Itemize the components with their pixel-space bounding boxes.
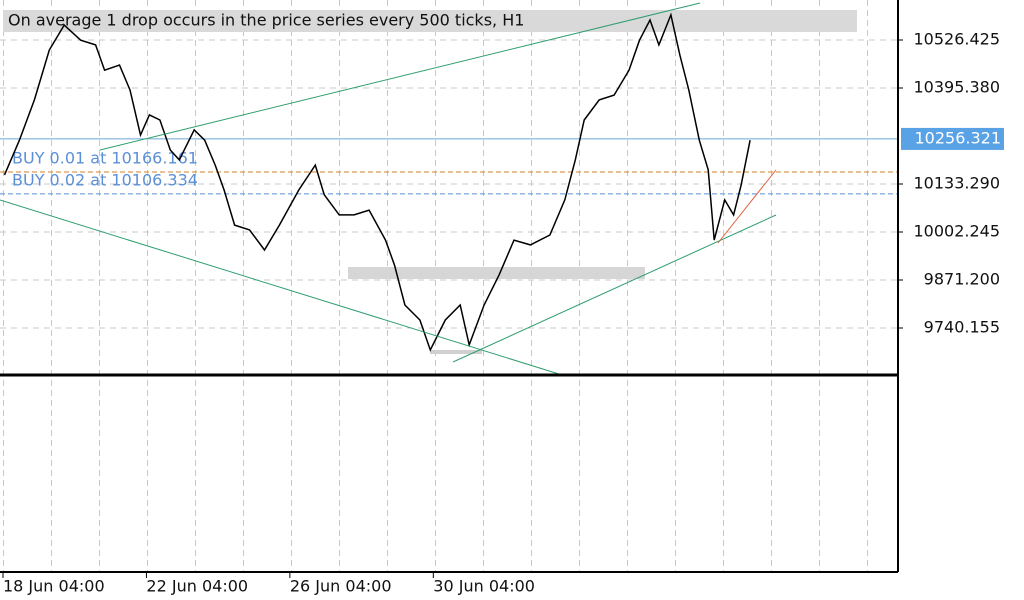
zone — [348, 267, 645, 279]
current-price-badge — [901, 127, 1004, 150]
current-price-label: 10256.321 — [914, 128, 1001, 147]
y-tick-label: 10526.425 — [913, 30, 1000, 49]
x-tick-label: 22 Jun 04:00 — [146, 577, 248, 596]
y-tick-label: 10002.245 — [913, 222, 1000, 241]
trendline — [99, 2, 701, 151]
trendline — [452, 214, 777, 363]
x-tick-label: 30 Jun 04:00 — [433, 577, 535, 596]
x-tick-label: 26 Jun 04:00 — [290, 577, 392, 596]
x-tick-label: 18 Jun 04:00 — [3, 577, 105, 596]
title-background — [3, 10, 857, 32]
series: BUY 0.01 at 10166.161 BUY 0.02 at 10106.3… — [0, 12, 898, 352]
grid — [0, 39, 898, 329]
axes: 9740.155 9871.200 10002.245 10133.290 10395.… — [2, 30, 1004, 596]
y-tick-label: 10133.290 — [913, 174, 1000, 193]
trendline — [0, 199, 563, 376]
y-tick-label: 9871.200 — [924, 270, 1000, 289]
price-line — [3, 12, 751, 352]
order-label: BUY 0.02 at 10106.334 — [12, 170, 198, 189]
vertical-grid — [0, 0, 898, 572]
order-label: BUY 0.01 at 10166.161 — [12, 148, 198, 167]
y-tick-label: 9740.155 — [924, 318, 1000, 337]
chart-title: On average 1 drop occurs in the price se… — [8, 11, 524, 30]
y-tick-label: 10395.380 — [913, 78, 1000, 97]
trendline — [717, 169, 777, 244]
